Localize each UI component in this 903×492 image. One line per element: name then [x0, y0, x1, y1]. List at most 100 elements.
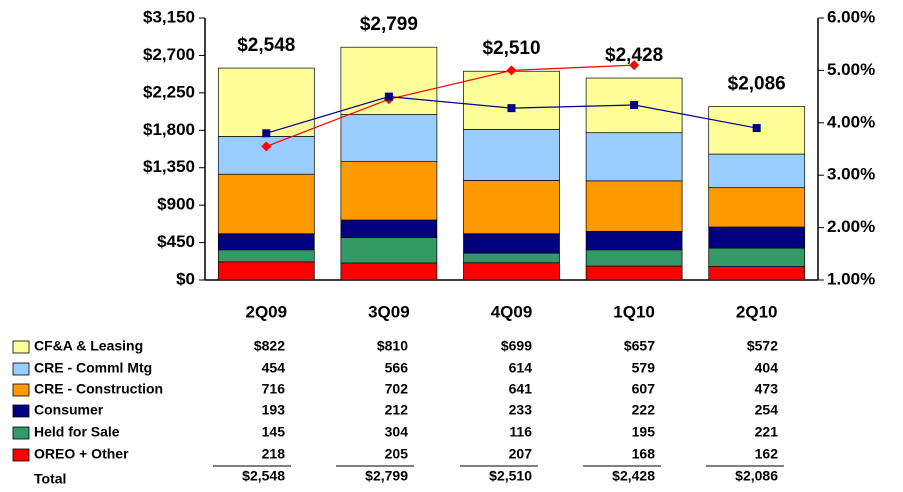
table-cell: 222	[632, 402, 656, 418]
y-tick-label: $450	[157, 232, 195, 251]
total-label: $2,086	[728, 74, 786, 95]
table-cell: 304	[385, 424, 409, 440]
table-total: $2,086	[735, 468, 778, 484]
table-cell: 195	[632, 424, 656, 440]
bar-segment	[217, 67, 315, 137]
bar-segment	[708, 153, 806, 189]
y2-tick-label: 3.00%	[827, 165, 875, 184]
bar-segment	[708, 187, 806, 228]
bar-segment	[340, 46, 438, 115]
table-cell: 218	[262, 446, 286, 462]
table-cell: $810	[377, 338, 408, 354]
bar-segment	[585, 230, 683, 251]
total-row-label: Total	[34, 471, 66, 487]
table-cell: 193	[262, 402, 286, 418]
bar-segment	[585, 265, 683, 281]
table-cell: 404	[755, 360, 779, 376]
bar-segment	[708, 226, 806, 249]
total-label: $2,510	[482, 38, 540, 59]
bar-segment	[585, 249, 683, 267]
bar-segment	[463, 180, 560, 235]
line-marker	[629, 60, 640, 71]
y-tick-label: $3,150	[143, 7, 195, 26]
legend-label: Consumer	[34, 402, 104, 418]
bar-segment	[340, 219, 438, 239]
bar-segment	[340, 262, 438, 281]
table-cell: 212	[385, 402, 409, 418]
y-tick-label: $900	[157, 195, 195, 214]
table-cell: 233	[509, 402, 533, 418]
y2-tick-label: 1.00%	[827, 269, 875, 288]
table-cell: $822	[254, 338, 285, 354]
legend-label: CF&A & Leasing	[34, 338, 143, 354]
table-total: $2,799	[365, 468, 408, 484]
table-cell: $699	[501, 338, 532, 354]
legend-swatch	[12, 340, 30, 354]
bar-segment	[585, 132, 683, 182]
bar-segment	[217, 233, 315, 251]
table-cell: $572	[747, 338, 778, 354]
y-tick-label: $1,800	[143, 120, 195, 139]
bar-segment	[217, 173, 315, 235]
bar-segment	[585, 180, 683, 232]
x-tick-label: 4Q09	[491, 302, 533, 321]
table-cell: 205	[385, 446, 409, 462]
bar-segment	[708, 247, 806, 267]
line-marker	[630, 100, 639, 109]
table-cell: 145	[262, 424, 286, 440]
y2-tick-label: 6.00%	[827, 7, 875, 26]
line-marker	[507, 104, 516, 113]
line-marker	[262, 129, 271, 138]
table-cell: 221	[755, 424, 779, 440]
legend-swatch	[12, 448, 30, 462]
table-cell: 254	[755, 402, 779, 418]
legend-swatch	[12, 404, 30, 418]
y-tick-label: $2,700	[143, 45, 195, 64]
legend-label: Held for Sale	[34, 424, 120, 440]
table-cell: 641	[509, 381, 533, 397]
bar-segment	[217, 261, 315, 281]
y-tick-label: $2,250	[143, 82, 195, 101]
bar-segment	[340, 237, 438, 264]
table-cell: 168	[632, 446, 656, 462]
line-marker	[752, 124, 761, 133]
x-tick-label: 1Q10	[613, 302, 655, 321]
bar-segment	[463, 129, 560, 181]
legend-swatch	[12, 362, 30, 376]
table-cell: 607	[632, 381, 656, 397]
legend-label: CRE - Comml Mtg	[34, 360, 152, 376]
bar-segment	[463, 252, 560, 264]
table-cell: 702	[385, 381, 409, 397]
table-total: $2,548	[242, 468, 285, 484]
line-marker	[261, 141, 272, 152]
bar-segment	[463, 262, 560, 281]
line-marker	[384, 92, 393, 101]
bar-segment	[217, 249, 315, 263]
x-tick-label: 3Q09	[368, 302, 410, 321]
y2-tick-label: 2.00%	[827, 217, 875, 236]
table-total: $2,510	[489, 468, 532, 484]
table-cell: 716	[262, 381, 286, 397]
legend-label: OREO + Other	[34, 446, 129, 462]
total-label: $2,548	[237, 35, 295, 56]
total-label: $2,428	[605, 45, 663, 66]
table-cell: 207	[509, 446, 533, 462]
bar-segment	[463, 70, 560, 130]
line	[266, 64, 635, 147]
legend-swatch	[12, 426, 30, 440]
y2-tick-label: 5.00%	[827, 60, 875, 79]
total-label: $2,799	[360, 14, 418, 35]
table-cell: 473	[755, 381, 779, 397]
bar-segment	[340, 114, 438, 162]
y-tick-label: $0	[176, 269, 195, 288]
bar-segment	[340, 161, 438, 221]
bar-segment	[463, 233, 560, 254]
table-cell: 614	[509, 360, 533, 376]
line-marker	[506, 65, 517, 76]
table-cell: 566	[385, 360, 409, 376]
y-tick-label: $1,350	[143, 157, 195, 176]
table-cell: $657	[624, 338, 655, 354]
table-cell: 454	[262, 360, 286, 376]
table-total: $2,428	[612, 468, 655, 484]
